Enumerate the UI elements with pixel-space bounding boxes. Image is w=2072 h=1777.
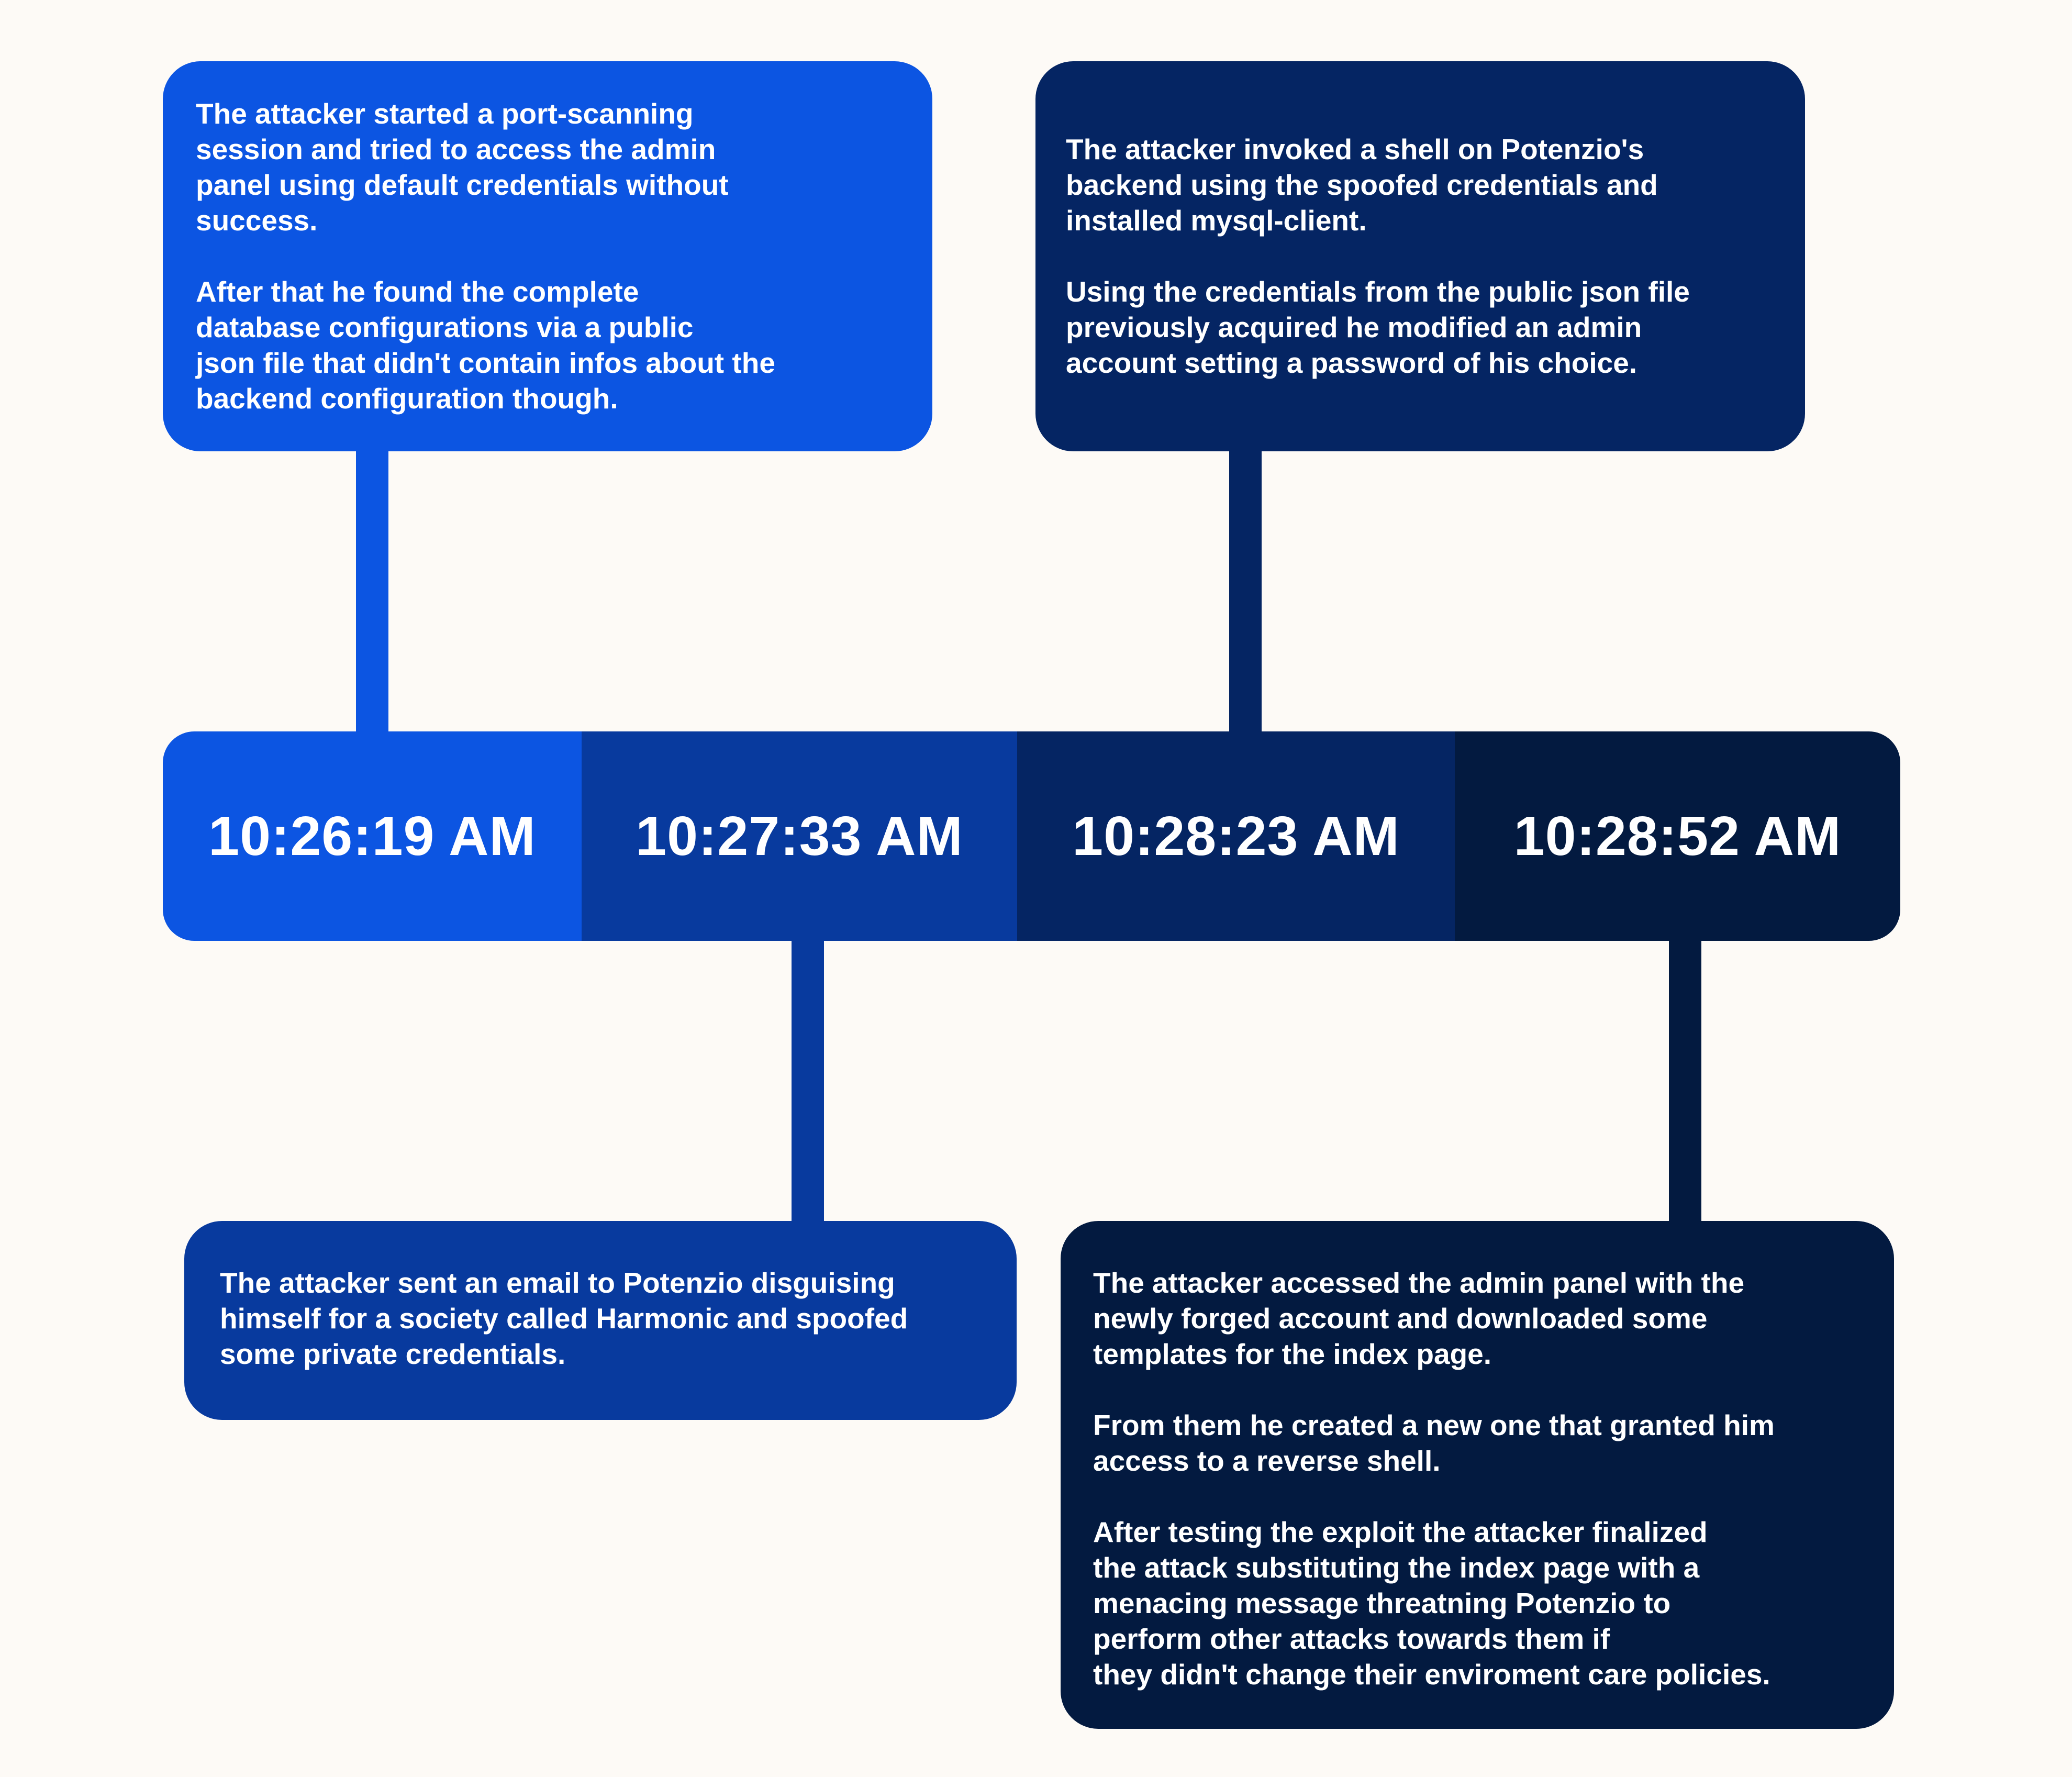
timestamp-4: 10:28:52 AM: [1455, 731, 1900, 941]
timeline-bar: 10:26:19 AM 10:27:33 AM 10:28:23 AM 10:2…: [163, 731, 1900, 941]
event-2-paragraph-1: The attacker sent an email to Potenzio d…: [220, 1267, 908, 1370]
event-3-paragraph-1: The attacker invoked a shell on Potenzio…: [1066, 133, 1658, 237]
event-card-4: The attacker accessed the admin panel wi…: [1061, 1221, 1894, 1729]
event-4-paragraph-2: From them he created a new one that gran…: [1093, 1409, 1775, 1477]
event-1-paragraph-2: After that he found the complete databas…: [196, 275, 775, 415]
connector-2: [792, 940, 824, 1223]
connector-3: [1229, 450, 1262, 733]
connector-4: [1669, 940, 1701, 1223]
event-4-paragraph-1: The attacker accessed the admin panel wi…: [1093, 1267, 1745, 1370]
event-3-paragraph-2: Using the credentials from the public js…: [1066, 275, 1690, 379]
event-card-3: The attacker invoked a shell on Potenzio…: [1035, 61, 1805, 451]
event-card-1: The attacker started a port-scanning ses…: [163, 61, 932, 451]
event-1-paragraph-1: The attacker started a port-scanning ses…: [196, 97, 729, 237]
timestamp-2: 10:27:33 AM: [582, 731, 1017, 941]
event-4-paragraph-3: After testing the exploit the attacker f…: [1093, 1516, 1770, 1691]
timestamp-1: 10:26:19 AM: [163, 731, 582, 941]
timestamp-3: 10:28:23 AM: [1017, 731, 1455, 941]
event-card-2: The attacker sent an email to Potenzio d…: [184, 1221, 1017, 1420]
connector-1: [356, 450, 388, 733]
